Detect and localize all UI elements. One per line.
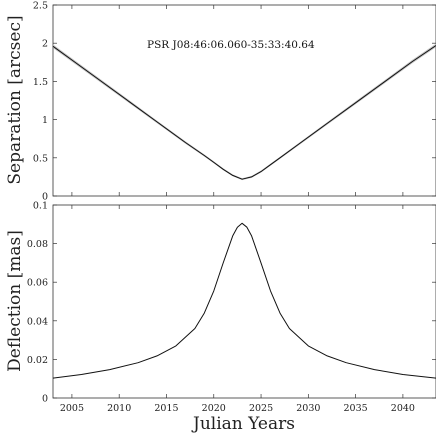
y-tick-label: 0.08 — [27, 239, 48, 250]
separation-plot-frame — [52, 4, 436, 197]
y-tick-label: 1 — [42, 115, 48, 126]
y-tick-label: 0 — [42, 394, 48, 405]
x-tick-label: 2015 — [154, 403, 178, 414]
pulsar-annotation: PSR J08:46:06.060-35:33:40.64 — [147, 39, 315, 51]
separation-y-axis: 0 0.5 1 1.5 2 2.5 — [33, 1, 436, 203]
separation-x-ticks — [71, 5, 404, 196]
separation-curve — [52, 45, 436, 180]
deflection-curve — [52, 222, 436, 379]
separation-series — [52, 45, 436, 180]
y-tick-label: 0.02 — [27, 355, 48, 366]
separation-y-axis-title: Separation [arcsec] — [5, 15, 25, 184]
deflection-y-axis-title: Deflection [mas] — [5, 230, 25, 372]
deflection-series — [52, 222, 436, 379]
y-tick-label: 0.5 — [33, 153, 48, 164]
x-axis-title: Julian Years — [191, 414, 295, 434]
deflection-plot-frame — [52, 204, 436, 399]
y-tick-label: 0.06 — [27, 278, 48, 289]
y-tick-label: 0.04 — [27, 316, 48, 327]
deflection-y-axis: 0 0.02 0.04 0.06 0.08 0.1 — [27, 201, 436, 405]
x-tick-label: 2010 — [107, 403, 131, 414]
deflection-x-axis: 2005 2010 2015 2020 2025 2030 2035 2040 — [60, 205, 415, 414]
y-tick-label: 1.5 — [33, 77, 48, 88]
x-tick-label: 2030 — [296, 403, 320, 414]
separation-uncertainty-band — [53, 43, 436, 181]
x-tick-label: 2005 — [60, 403, 84, 414]
separation-panel: 0 0.5 1 1.5 2 2.5 PSR J08:46:06.060-35:33:40.… — [5, 1, 436, 203]
deflection-panel: 0 0.02 0.04 0.06 0.08 0.1 2005 2010 2015 2020 202… — [5, 201, 436, 434]
y-tick-label: 0 — [42, 192, 48, 203]
x-tick-label: 2020 — [202, 403, 226, 414]
x-tick-label: 2025 — [249, 403, 273, 414]
separation-uncertainty-area — [53, 43, 436, 181]
y-tick-label: 2 — [42, 39, 48, 50]
y-tick-label: 0.1 — [33, 201, 48, 212]
x-tick-label: 2035 — [344, 403, 368, 414]
y-tick-label: 2.5 — [33, 1, 48, 12]
x-tick-label: 2040 — [391, 403, 415, 414]
